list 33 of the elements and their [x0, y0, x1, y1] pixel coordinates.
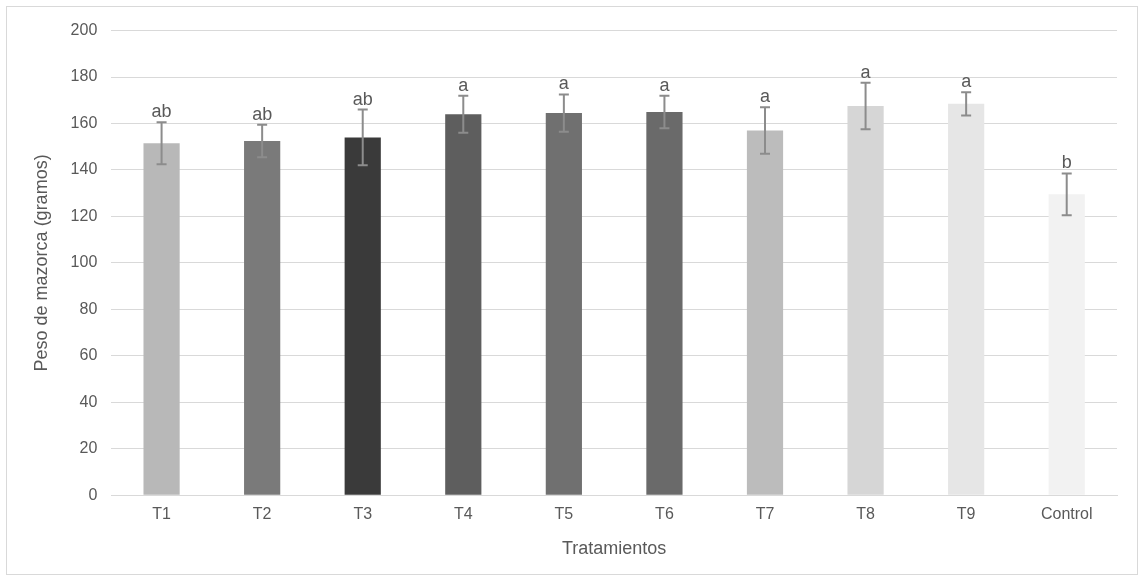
annotation: a — [961, 71, 973, 92]
x-tick-label: T7 — [755, 505, 775, 523]
annotation: a — [860, 61, 872, 82]
y-tick-label: 60 — [79, 346, 98, 364]
annotation: ab — [151, 101, 172, 122]
y-tick-label: 20 — [79, 439, 98, 457]
annotation: a — [558, 73, 570, 94]
annotation: a — [760, 86, 771, 107]
x-tick-label: T3 — [353, 505, 373, 523]
y-tick-label: 160 — [70, 113, 98, 131]
y-tick-label: 0 — [88, 485, 98, 503]
y-tick-label: 100 — [70, 253, 98, 271]
x-tick-label: T5 — [554, 505, 574, 523]
x-tick-label: Control — [1040, 505, 1093, 523]
x-tick-label: T9 — [956, 505, 976, 523]
y-axis-title: Peso de mazorca (gramos) — [30, 154, 51, 372]
y-tick-label: 200 — [70, 21, 98, 39]
y-tick-label: 80 — [79, 299, 98, 317]
x-axis-title: Tratamientos — [561, 538, 667, 559]
x-tick-label: T4 — [453, 505, 473, 523]
x-tick-label: T1 — [152, 505, 172, 523]
x-tick-label: T2 — [252, 505, 272, 523]
y-tick-label: 140 — [70, 160, 98, 178]
x-tick-label: T8 — [856, 505, 876, 523]
annotation: b — [1061, 152, 1072, 173]
y-tick-label: 180 — [70, 67, 98, 85]
y-tick-label: 120 — [70, 206, 98, 224]
y-tick-label: 40 — [79, 392, 98, 410]
annotation: a — [458, 74, 470, 95]
annotation: a — [659, 74, 671, 95]
x-tick-label: T6 — [655, 505, 674, 523]
annotation: ab — [352, 88, 373, 109]
annotation: ab — [252, 103, 273, 124]
